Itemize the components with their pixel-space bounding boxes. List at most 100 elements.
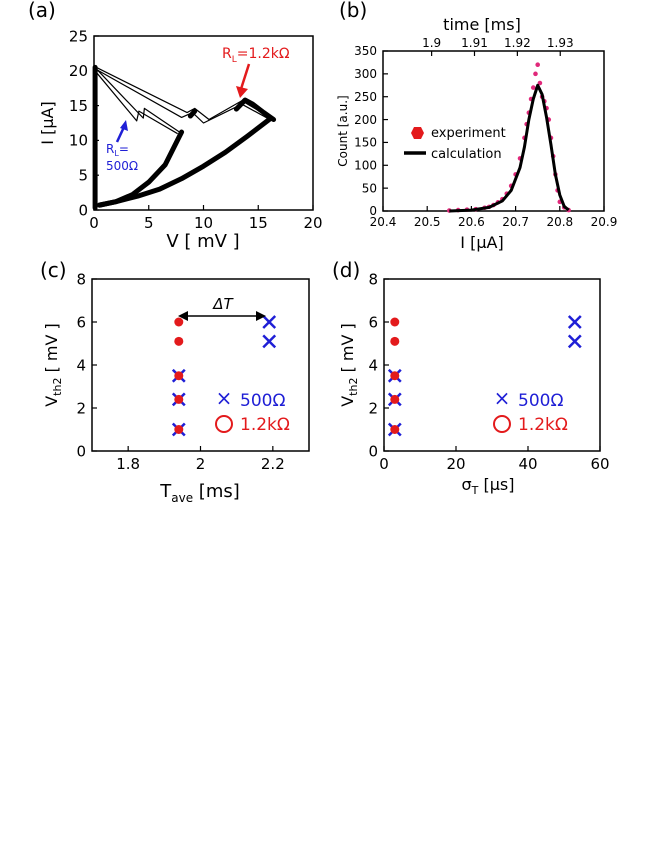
red-arrowhead-icon (236, 86, 248, 98)
series-line-thin-500-2 (95, 71, 178, 135)
blue-arrowhead-icon (120, 120, 128, 131)
panel-b: (b) time [ms] 20.4 20.5 20.6 20.7 20.8 20.9 0… (336, 0, 617, 252)
y-tick-label: 50 (362, 181, 377, 195)
y-tick-label: 10 (69, 132, 88, 150)
y-tick-label: 2 (368, 399, 378, 417)
x-tick-label: 20.7 (502, 215, 529, 229)
y-tick-label: 0 (369, 204, 377, 218)
y-label-c-unit: [ mV ] (42, 323, 61, 377)
marker-x-500ohm (567, 334, 582, 349)
y-tick-label: 100 (354, 158, 377, 172)
series-line-thin-upper-2 (95, 68, 274, 124)
y-label-d-sub: th2 (347, 378, 360, 396)
legend-c-o-label: 1.2kΩ (240, 415, 290, 435)
legend-d-o-label: 1.2kΩ (518, 415, 568, 435)
series-line-thick-1.2k-peak (233, 97, 277, 123)
annotation-rl-red-sub: L (232, 55, 237, 65)
y-tick-label: 200 (354, 113, 377, 127)
panel-label-b: (b) (339, 0, 367, 22)
y-tick-label: 6 (76, 313, 86, 331)
y-label-d-unit: [ mV ] (338, 323, 357, 377)
experiment-point (533, 71, 538, 77)
delta-t-label: ΔT (212, 295, 234, 313)
y-ticks-c: 0 2 4 6 8 (76, 270, 97, 460)
annotation-rl-blue-r: R (106, 142, 114, 156)
panel-label-a: (a) (28, 0, 56, 22)
top-axis-label-b: time [ms] (443, 15, 521, 34)
annotation-rl-blue-sub: L (114, 149, 119, 158)
calculation-line (449, 83, 570, 213)
marker-o-1k2ohm (390, 394, 400, 404)
y-axis-label-c: Vth2 [ mV ] (42, 323, 64, 407)
series-group-c (171, 315, 277, 437)
experiment-point (535, 62, 540, 68)
marker-x-500ohm (262, 334, 277, 349)
panel-label-d: (d) (332, 258, 360, 282)
x-tick-label: 60 (590, 455, 609, 473)
x-tick-label: 20.6 (458, 215, 485, 229)
marker-o-1k2ohm (390, 336, 400, 346)
legend-d-x-label: 500Ω (518, 391, 563, 411)
y-tick-label: 5 (78, 166, 88, 184)
y-tick-label: 6 (368, 313, 378, 331)
top-tick-label: 1.9 (422, 36, 441, 50)
x-tick-label: 20 (446, 455, 465, 473)
series-group-a (92, 64, 277, 211)
marker-x-500ohm (567, 315, 582, 329)
x-tick-label: 10 (194, 214, 213, 232)
marker-o-1k2ohm (174, 371, 184, 381)
x-tick-label: 20.9 (591, 215, 618, 229)
y-tick-label: 15 (69, 97, 88, 115)
y-tick-label: 4 (368, 356, 378, 374)
series-line-thin-upper-1 (95, 66, 275, 121)
delta-t-annotation: ΔT (178, 295, 266, 321)
legend-d: × 500Ω 1.2kΩ (493, 386, 568, 435)
annotation-rl-blue-2: 500Ω (106, 159, 138, 173)
x-label-d-sub: T (471, 484, 479, 497)
y-tick-label: 0 (78, 201, 88, 219)
x-ticks-c: 1.8 2 2.2 (116, 446, 285, 473)
x-ticks-b: 20.4 20.5 20.6 20.7 20.8 20.9 (370, 206, 618, 229)
top-ticks-b: 1.9 1.91 1.92 1.93 (422, 36, 574, 56)
x-label-c-main: T (159, 481, 172, 502)
series-group-d (387, 315, 582, 437)
x-tick-label: 0 (379, 455, 389, 473)
x-tick-label: 1.8 (116, 455, 140, 473)
legend-c: × 500Ω 1.2kΩ (215, 386, 290, 435)
x-axis-label-a: V [ mV ] (166, 231, 239, 252)
series-line-thick-500 (96, 129, 185, 208)
x-label-d-main: σ (462, 475, 472, 494)
legend-c-x-label: 500Ω (240, 391, 285, 411)
y-ticks-a: 0 5 10 15 20 25 (69, 27, 99, 219)
legend-c-x-marker: × (216, 386, 233, 410)
x-tick-label: 5 (144, 214, 154, 232)
y-tick-label: 20 (69, 62, 88, 80)
x-label-c-sub: ave (171, 491, 193, 505)
x-axis-label-d: σT [μs] (462, 475, 515, 497)
y-axis-label-a: I [μA] (38, 101, 57, 144)
series-line-thin-500-1 (95, 68, 181, 133)
legend-d-x-marker: × (494, 386, 511, 410)
x-tick-label: 20.5 (414, 215, 441, 229)
y-tick-label: 150 (354, 136, 377, 150)
y-tick-label: 25 (69, 27, 88, 45)
y-tick-label: 300 (354, 67, 377, 81)
y-tick-label: 350 (354, 44, 377, 58)
panel-d: (d) 0 20 40 60 0 2 4 6 8 σT [μs] Vth2 [ mV ] × … (332, 258, 610, 497)
blue-arrow-icon (115, 126, 126, 143)
y-label-c-sub: th2 (51, 378, 64, 396)
x-axis-label-c: Tave [ms] (159, 481, 240, 505)
legend-c-o-marker (215, 415, 233, 433)
x-tick-label: 15 (249, 214, 268, 232)
legend-experiment-marker (411, 127, 424, 139)
y-tick-label: 0 (368, 442, 378, 460)
marker-o-1k2ohm (174, 394, 184, 404)
experiment-point (537, 80, 543, 86)
annotation-rl-red: RL=1.2kΩ (222, 46, 290, 65)
annotation-rl-red-val: =1.2kΩ (237, 46, 290, 62)
y-tick-label: 250 (354, 90, 377, 104)
x-tick-label: 40 (518, 455, 537, 473)
legend-experiment-label: experiment (431, 126, 506, 141)
